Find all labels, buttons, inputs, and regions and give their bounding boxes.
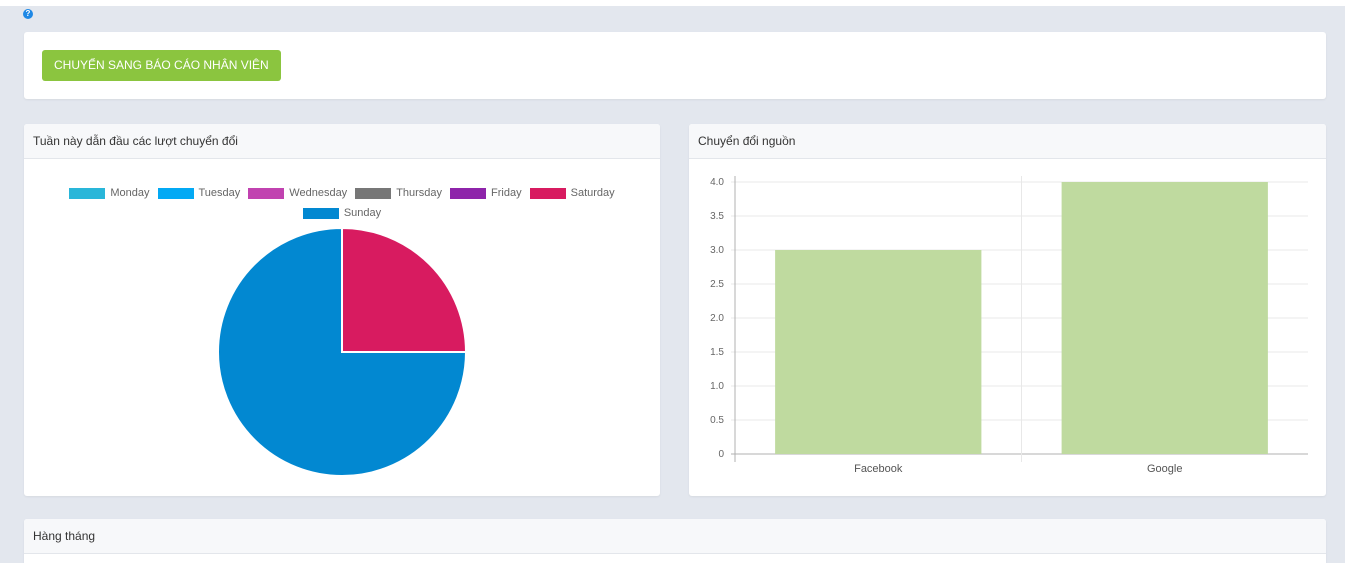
legend-swatch — [450, 187, 487, 199]
help-icon[interactable]: ? — [23, 9, 33, 19]
bar-chart: 0 0.5 1.0 1.5 2.0 2.5 3.0 3.5 4.0 Facebook Google — [710, 176, 1308, 475]
bar-card-title: Chuyển đổi nguồn — [689, 124, 1326, 159]
pie-slice-saturday[interactable] — [341, 226, 468, 353]
legend-swatch — [248, 187, 285, 199]
top-strip — [0, 0, 1345, 6]
legend-label: Wednesday — [289, 187, 348, 199]
legend-item-thursday[interactable]: Thursday — [355, 183, 442, 203]
legend-swatch — [529, 187, 566, 199]
legend-swatch — [69, 187, 106, 199]
y-tick-label: 0 — [718, 449, 724, 460]
x-tick-label: Google — [1147, 463, 1182, 475]
switch-to-employee-report-button[interactable]: CHUYỂN SANG BÁO CÁO NHÂN VIÊN — [42, 50, 281, 81]
y-tick-label: 1.5 — [710, 347, 724, 358]
legend-row: Monday Tuesday Wednesday Thursday Friday Satu… — [24, 183, 660, 203]
y-tick-label: 3.0 — [710, 245, 724, 256]
y-tick-label: 2.0 — [710, 313, 724, 324]
x-tick-label: Facebook — [854, 463, 903, 475]
legend-item-saturday[interactable]: Saturday — [529, 183, 615, 203]
legend-label: Sunday — [343, 207, 382, 219]
monthly-card: Hàng tháng — [24, 519, 1326, 563]
legend-swatch — [302, 207, 339, 219]
legend-label: Monday — [110, 187, 150, 199]
bar-facebook[interactable] — [775, 250, 982, 454]
pie-chart-card: Tuần này dẫn đầu các lượt chuyển đổi Mon… — [24, 124, 660, 496]
pie-card-title: Tuần này dẫn đầu các lượt chuyển đổi — [24, 124, 660, 159]
pie-chart-area: Monday Tuesday Wednesday Thursday Friday Satu… — [24, 159, 660, 495]
legend-label: Saturday — [570, 187, 615, 199]
y-tick-label: 4.0 — [710, 177, 724, 188]
y-tick-label: 3.5 — [710, 211, 724, 222]
bar-chart-card: Chuyển đổi nguồn 0 0.5 1.0 1.5 2.0 2.5 3.0 3.5 4… — [689, 124, 1326, 496]
legend-swatch — [157, 187, 194, 199]
legend-item-wednesday[interactable]: Wednesday — [248, 183, 347, 203]
legend-item-monday[interactable]: Monday — [69, 183, 150, 203]
bar-google[interactable] — [1061, 182, 1268, 454]
y-tick-label: 1.0 — [710, 381, 724, 392]
pie-slice-sunday[interactable] — [217, 226, 468, 477]
legend-swatch — [355, 187, 392, 199]
legend-item-friday[interactable]: Friday — [450, 183, 522, 203]
legend-label: Tuesday — [198, 187, 241, 199]
pie-chart — [217, 226, 468, 477]
legend-label: Thursday — [396, 187, 443, 199]
top-card: CHUYỂN SANG BÁO CÁO NHÂN VIÊN — [24, 32, 1326, 99]
y-tick-label: 0.5 — [710, 415, 724, 426]
legend-item-tuesday[interactable]: Tuesday — [157, 183, 241, 203]
legend-row: Sunday — [24, 203, 660, 223]
y-tick-label: 2.5 — [710, 279, 724, 290]
monthly-card-title: Hàng tháng — [24, 519, 1326, 554]
legend-item-sunday[interactable]: Sunday — [302, 203, 382, 223]
pie-legend: Monday Tuesday Wednesday Thursday Friday Satu… — [24, 183, 660, 223]
legend-label: Friday — [491, 187, 522, 199]
